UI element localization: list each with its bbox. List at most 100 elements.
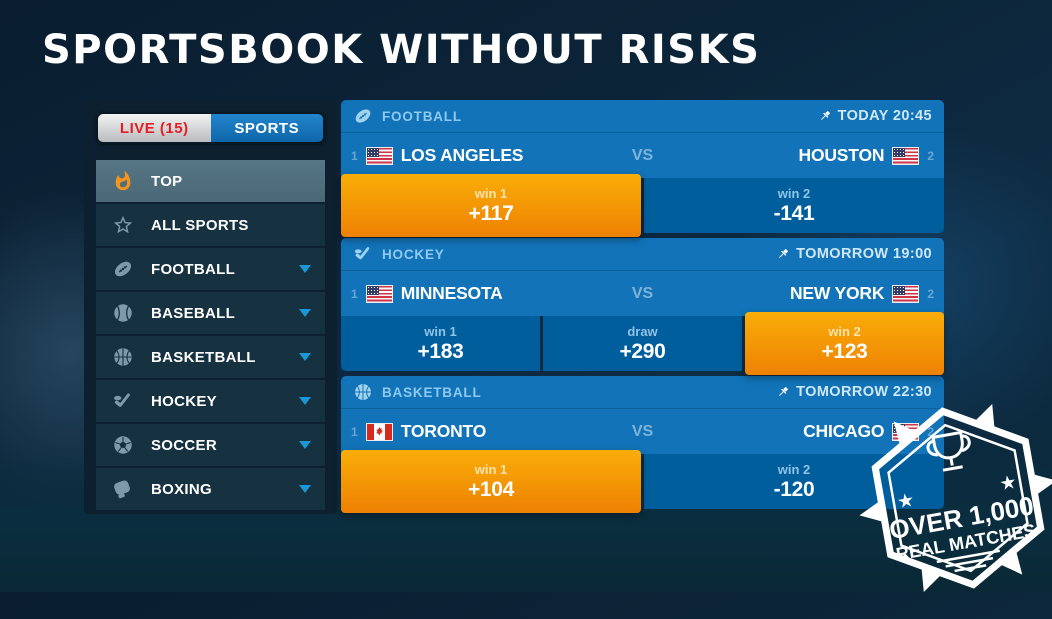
team-name: TORONTO: [400, 421, 487, 441]
odd-value: +104: [467, 477, 515, 501]
sidebar-item-label: FOOTBALL: [151, 260, 236, 278]
team-number: 1: [351, 424, 358, 439]
odd-value: +290: [619, 339, 666, 363]
away-team: HOUSTON 2: [663, 145, 934, 166]
boxing-icon: [114, 480, 130, 499]
odd-label: win 2: [777, 185, 811, 201]
team-number: 1: [351, 148, 358, 163]
sidebar-item-label: TOP: [151, 172, 183, 190]
chevron-down-icon: [299, 309, 311, 317]
team-name: NEW YORK: [789, 283, 885, 303]
home-team: 1 TORONTO: [351, 421, 623, 442]
sidebar-item-basketball[interactable]: BASKETBALL: [96, 336, 325, 378]
chevron-down-icon: [299, 265, 311, 273]
basketball-icon: [355, 384, 371, 400]
odds-row: win 1 +104 win 2 -120: [341, 450, 944, 513]
vs-label: VS: [631, 146, 654, 164]
away-team: NEW YORK 2: [663, 283, 934, 304]
odd-label: win 2: [777, 461, 811, 477]
odd-label: win 1: [474, 185, 508, 201]
match-time-text: TOMORROW 19:00: [796, 246, 932, 262]
odd-button-draw[interactable]: draw +290: [543, 316, 742, 371]
odd-button-win2[interactable]: win 2 -141: [644, 178, 944, 233]
odd-button-win2[interactable]: win 2 -120: [644, 454, 944, 509]
team-name: LOS ANGELES: [400, 145, 524, 165]
flame-icon: [115, 170, 131, 191]
tab-sports[interactable]: SPORTS: [210, 114, 323, 142]
odd-value: +123: [821, 339, 868, 363]
basketball-icon: [114, 348, 132, 366]
match-time-text: TODAY 20:45: [837, 108, 932, 124]
match-card-hockey: HOCKEY TOMORROW 19:00 1 MINNESOTA VS NEW…: [341, 238, 944, 375]
sidebar-item-boxing[interactable]: BOXING: [96, 468, 325, 510]
sidebar-item-top[interactable]: TOP: [96, 160, 325, 202]
maple-leaf-icon: [375, 426, 383, 437]
sidebar-menu: TOP ALL SPORTS FOOTBALL BASEBALL BASKETB…: [96, 160, 325, 510]
usa-flag-icon: [892, 146, 920, 165]
football-icon: [114, 261, 132, 277]
star-icon: [113, 215, 133, 234]
team-number: 2: [927, 148, 934, 163]
vs-label: VS: [631, 422, 654, 440]
chevron-down-icon: [299, 353, 311, 361]
home-team: 1 LOS ANGELES: [351, 145, 623, 166]
team-number: 2: [927, 424, 934, 439]
sidebar-item-football[interactable]: FOOTBALL: [96, 248, 325, 290]
team-name: CHICAGO: [803, 421, 885, 441]
odd-value: +183: [417, 339, 464, 363]
team-number: 2: [927, 286, 934, 301]
sidebar-item-all-sports[interactable]: ALL SPORTS: [96, 204, 325, 246]
odd-button-win1[interactable]: win 1 +183: [341, 316, 540, 371]
match-time: TOMORROW 22:30: [776, 384, 932, 400]
odds-row: win 1 +117 win 2 -141: [341, 174, 944, 237]
team-number: 1: [351, 286, 358, 301]
chevron-down-icon: [299, 441, 311, 449]
away-team: CHICAGO 2: [663, 421, 934, 442]
team-name: MINNESOTA: [400, 283, 503, 303]
odd-value: +117: [468, 201, 514, 225]
sidebar-item-hockey[interactable]: HOCKEY: [96, 380, 325, 422]
sidebar-item-label: BASEBALL: [151, 304, 236, 322]
match-card-basketball: BASKETBALL TOMORROW 22:30 1 TORONTO VS C…: [341, 376, 944, 513]
odd-label: win 1: [424, 323, 457, 339]
usa-flag-icon: [365, 284, 393, 303]
sidebar-item-label: HOCKEY: [151, 392, 217, 410]
match-time-text: TOMORROW 22:30: [796, 384, 932, 400]
sidebar-item-baseball[interactable]: BASEBALL: [96, 292, 325, 334]
home-team: 1 MINNESOTA: [351, 283, 623, 304]
usa-flag-icon: [365, 146, 393, 165]
baseball-icon: [114, 304, 132, 322]
pin-icon: [779, 249, 789, 258]
card-sport-label: BASKETBALL: [382, 384, 482, 400]
odd-label: draw: [627, 323, 658, 339]
hockey-icon: [354, 247, 370, 260]
sidebar-item-label: ALL SPORTS: [151, 216, 249, 234]
team-name: HOUSTON: [798, 145, 885, 165]
odd-button-win1[interactable]: win 1 +117: [341, 174, 641, 237]
chevron-down-icon: [299, 397, 311, 405]
football-icon: [355, 109, 371, 123]
odd-value: -120: [773, 477, 815, 501]
odd-button-win1[interactable]: win 1 +104: [341, 450, 641, 513]
odds-row: win 1 +183 draw +290 win 2 +123: [341, 312, 944, 375]
teams-row: 1 MINNESOTA VS NEW YORK 2: [341, 271, 944, 316]
hockey-icon: [114, 393, 130, 407]
card-sport-label: HOCKEY: [382, 246, 445, 262]
page-title: SPORTSBOOK WITHOUT RISKS: [42, 27, 761, 73]
canada-flag-icon: [365, 422, 393, 441]
tab-live[interactable]: LIVE (15): [98, 114, 211, 142]
match-time: TOMORROW 19:00: [776, 246, 932, 262]
usa-flag-icon: [892, 422, 920, 441]
card-header: BASKETBALL TOMORROW 22:30: [341, 376, 944, 409]
sidebar-item-label: BOXING: [151, 480, 212, 498]
vs-label: VS: [631, 284, 654, 302]
card-header: HOCKEY TOMORROW 19:00: [341, 238, 944, 271]
card-sport-label: FOOTBALL: [382, 108, 462, 124]
chevron-down-icon: [299, 485, 311, 493]
odd-button-win2[interactable]: win 2 +123: [745, 312, 944, 375]
sidebar-item-soccer[interactable]: SOCCER: [96, 424, 325, 466]
odd-label: win 1: [474, 461, 508, 477]
teams-row: 1 LOS ANGELES VS HOUSTON 2: [341, 133, 944, 178]
match-time: TODAY 20:45: [818, 108, 932, 124]
match-card-football: FOOTBALL TODAY 20:45 1 LOS ANGELES VS HO…: [341, 100, 944, 237]
